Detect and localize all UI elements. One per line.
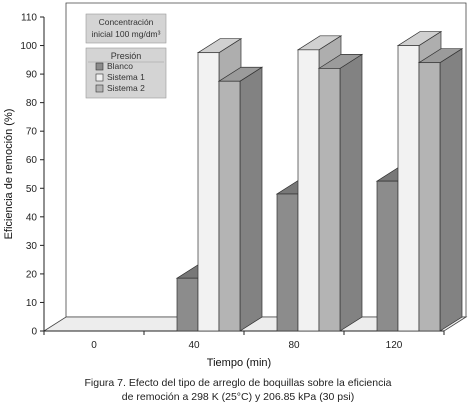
bar-front — [276, 193, 299, 332]
bar — [217, 66, 264, 332]
legend-swatch — [95, 84, 104, 93]
caption-line-2: de remoción a 298 K (25°C) y 206.85 kPa … — [121, 391, 355, 403]
y-tick-label: 110 — [21, 13, 37, 24]
legend-note-box — [85, 13, 167, 44]
bar-front — [197, 52, 220, 332]
caption-line-1: Figura 7. Efecto del tipo de arreglo de … — [84, 377, 392, 389]
x-axis-title: Tiempo (min) — [207, 357, 271, 369]
x-tick-label: 120 — [386, 340, 403, 351]
bar-front — [297, 49, 320, 332]
y-tick-label: 0 — [31, 327, 37, 338]
y-tick-label: 100 — [20, 41, 37, 52]
legend-note-line2: inicial 100 mg/dm³ — [92, 29, 161, 39]
y-tick-label: 90 — [26, 70, 38, 81]
y-tick-label: 60 — [26, 155, 38, 166]
bar-side — [339, 53, 363, 332]
bar-front — [376, 180, 399, 332]
legend-swatch — [95, 62, 104, 71]
y-tick-label: 50 — [26, 184, 38, 195]
bar-front — [397, 45, 420, 332]
bars — [175, 30, 464, 332]
x-tick-label: 0 — [91, 340, 97, 351]
y-tick-label: 40 — [26, 212, 38, 223]
y-tick-label: 10 — [26, 298, 38, 309]
legend-swatch — [95, 73, 104, 82]
y-axis-ticks: 0 10 20 30 40 50 60 70 80 90 100 110 — [20, 13, 44, 338]
legend-title: Presión — [111, 51, 142, 61]
bar-front — [418, 62, 441, 332]
bar-front — [176, 277, 199, 332]
legend-label: Sistema 1 — [107, 72, 145, 82]
x-tick-label: 40 — [188, 340, 200, 351]
x-tick-label: 80 — [288, 340, 300, 351]
bar-side — [439, 48, 463, 332]
y-tick-label: 80 — [26, 98, 38, 109]
bar — [417, 48, 464, 332]
legend-label: Blanco — [107, 61, 133, 71]
y-axis-title: Eficiencia de remoción (%) — [3, 109, 15, 240]
y-tick-label: 20 — [26, 269, 38, 280]
y-tick-label: 70 — [26, 127, 38, 138]
legend: Concentración inicial 100 mg/dm³ Presión… — [85, 13, 167, 99]
bar — [317, 53, 364, 332]
figure-caption: Figura 7. Efecto del tipo de arreglo de … — [0, 376, 476, 404]
y-tick-label: 30 — [26, 241, 38, 252]
bar-front — [218, 80, 241, 332]
chart-svg: 0 10 20 30 40 50 60 70 80 90 100 110 0 40 80 120 Efici… — [3, 2, 468, 369]
legend-note-line1: Concentración — [99, 17, 154, 27]
x-axis-ticks: 0 40 80 120 — [43, 331, 445, 351]
bar-side — [239, 66, 263, 332]
bar-front — [318, 68, 341, 332]
legend-label: Sistema 2 — [107, 83, 145, 93]
